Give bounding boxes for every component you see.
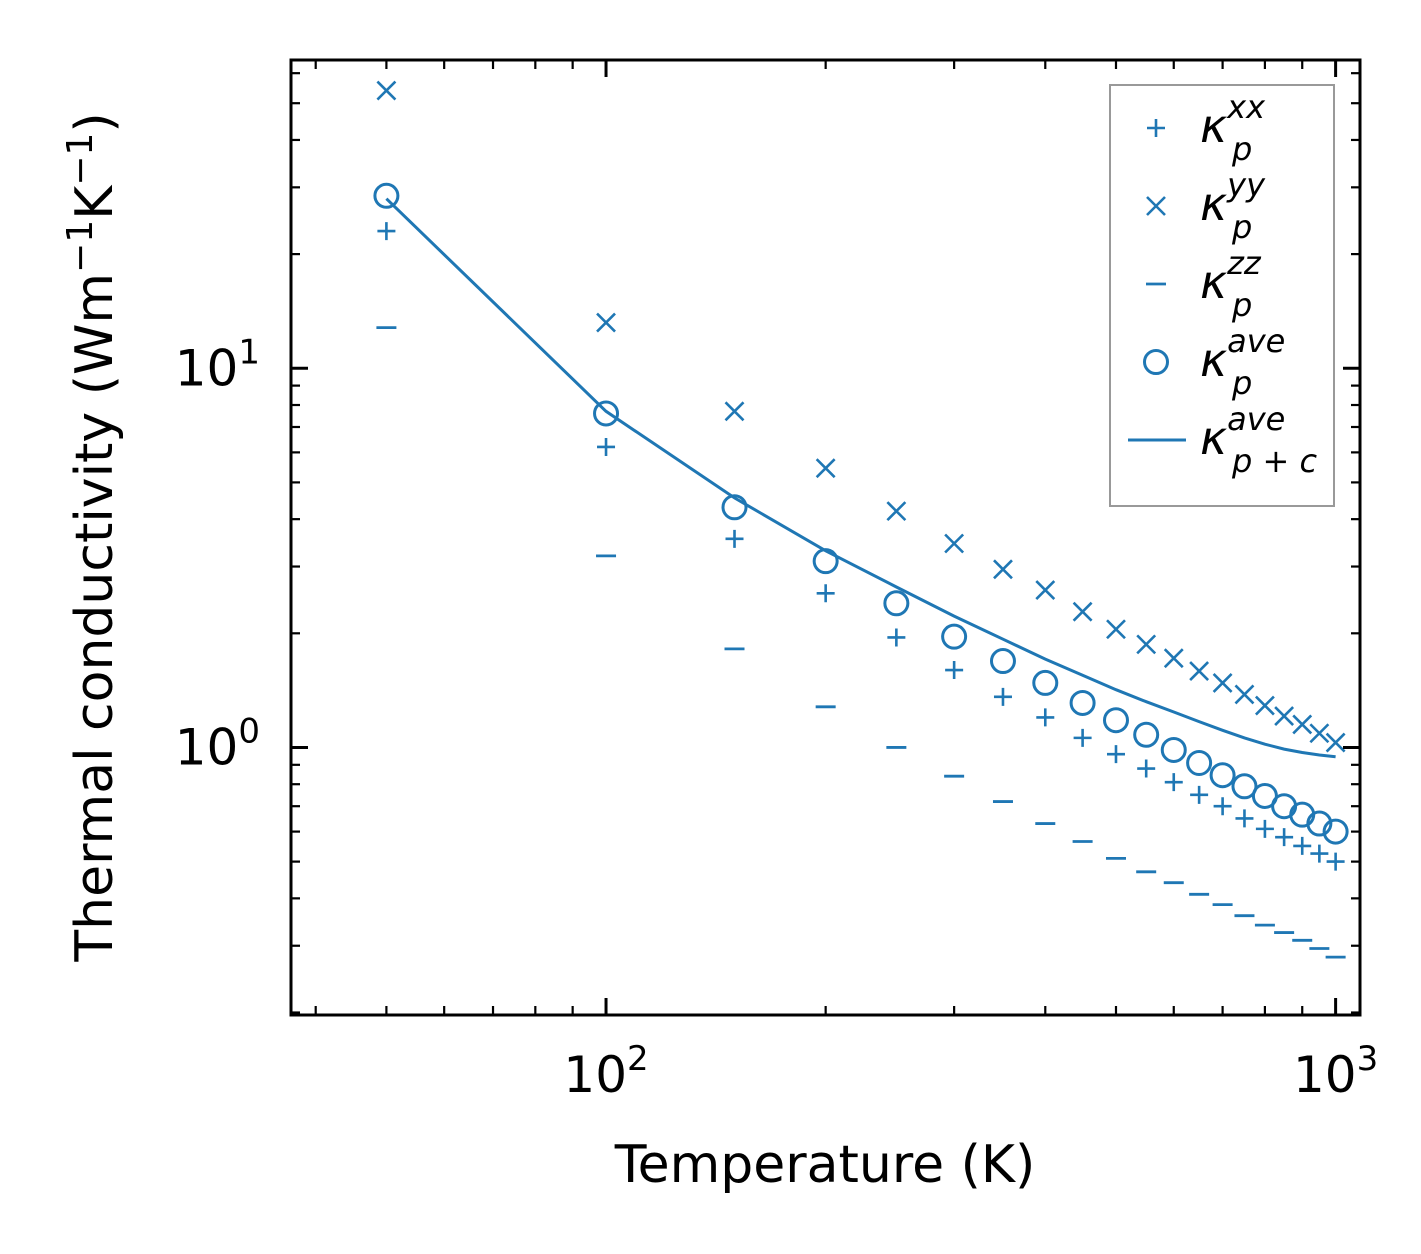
legend-label: κxx p — [1200, 88, 1266, 168]
data-point-plus — [1036, 708, 1055, 727]
y-tick-label: 100 — [175, 711, 260, 776]
data-point-circle — [721, 494, 748, 521]
y-axis-label-end: ) — [65, 112, 125, 132]
series-circle — [373, 182, 1349, 845]
data-point-plus — [1073, 728, 1092, 747]
data-point-x — [1163, 648, 1184, 669]
data-point-circle — [1306, 810, 1333, 837]
data-point-x — [944, 533, 965, 554]
data-point-circle — [989, 648, 1016, 675]
data-point-circle — [373, 182, 400, 209]
data-point-x — [596, 312, 616, 333]
data-point-plus — [1164, 773, 1183, 792]
series-plus — [377, 222, 1345, 871]
y-axis-label-main: Thermal conductivity (Wm — [65, 273, 125, 963]
data-point-x — [724, 401, 745, 422]
data-point-plus — [1293, 836, 1312, 855]
axis-ticks — [291, 60, 1360, 1015]
data-point-circle — [812, 548, 839, 575]
data-point-plus — [377, 222, 396, 241]
legend-swatch-x — [1146, 196, 1166, 216]
data-point-circle — [1069, 689, 1096, 716]
legend-entry: κxx p — [1147, 88, 1266, 168]
data-point-plus — [993, 687, 1012, 706]
data-point-plus — [1190, 785, 1209, 804]
x-tick-label: 103 — [1293, 1039, 1378, 1104]
legend-entry: κave p + c — [1128, 400, 1317, 480]
legend-entry: κzz p — [1146, 244, 1262, 324]
data-point-plus — [1213, 797, 1232, 816]
data-point-x — [1292, 714, 1313, 735]
data-point-x — [1189, 661, 1210, 682]
data-point-x — [1212, 672, 1233, 693]
x-tick-label: 102 — [563, 1039, 648, 1104]
data-point-plus — [1106, 745, 1125, 764]
data-point-x — [1035, 580, 1056, 601]
y-axis-label: Thermal conductivity (Wm−1K−1) — [60, 112, 125, 962]
data-point-x — [1072, 601, 1093, 622]
data-point-circle — [1160, 736, 1187, 763]
y-axis-label-sup1: −1 — [60, 220, 101, 273]
data-point-plus — [1255, 819, 1274, 838]
data-point-plus — [1326, 852, 1345, 871]
data-point-x — [1325, 732, 1346, 753]
data-point-circle — [1133, 721, 1160, 748]
legend-label: κave p + c — [1200, 400, 1317, 480]
data-point-x — [1254, 695, 1275, 716]
data-point-x — [1274, 706, 1295, 726]
data-point-x — [1136, 634, 1157, 655]
data-point-circle — [883, 590, 910, 617]
data-point-circle — [1186, 749, 1213, 776]
legend-label: κyy p — [1200, 166, 1266, 246]
data-point-circle — [1032, 669, 1059, 696]
data-point-x — [1234, 684, 1255, 705]
series-x — [376, 80, 1346, 753]
legend-frame — [1109, 84, 1335, 507]
legend-swatch-circle — [1143, 349, 1169, 375]
data-point-x — [1309, 723, 1330, 744]
data-point-x — [376, 80, 397, 101]
data-point-plus — [816, 584, 835, 603]
legend-entry: κave p — [1143, 322, 1285, 402]
series-hline — [376, 326, 1346, 959]
x-axis-label: Temperature (K) — [614, 1135, 1036, 1195]
data-point-circle — [593, 400, 620, 427]
data-point-plus — [1137, 759, 1156, 778]
legend-entry: κyy p — [1146, 166, 1266, 246]
data-point-plus — [597, 437, 616, 456]
legend-label: κave p — [1200, 322, 1285, 402]
data-point-plus — [1275, 828, 1294, 847]
data-point-plus — [1235, 809, 1254, 828]
data-point-x — [886, 501, 907, 522]
series-line — [385, 197, 1336, 759]
data-marks — [373, 80, 1349, 959]
data-point-plus — [725, 529, 744, 548]
data-point-circle — [941, 623, 968, 650]
data-point-x — [1106, 619, 1126, 640]
data-point-plus — [887, 628, 906, 647]
legend-swatch-plus — [1147, 119, 1165, 137]
y-axis-label-sup2: −1 — [60, 133, 101, 186]
y-axis-label-mid: K — [65, 184, 125, 220]
axis-tick-labels: 102 103 100 101 — [175, 332, 1379, 1104]
data-point-x — [993, 559, 1013, 580]
data-point-circle — [1231, 773, 1258, 800]
data-point-plus — [945, 661, 964, 680]
data-point-circle — [1209, 762, 1236, 789]
data-point-circle — [1102, 707, 1129, 734]
series-line-kappa-pc-ave — [385, 197, 1336, 759]
legend-label: κzz p — [1200, 244, 1262, 324]
data-point-plus — [1310, 844, 1329, 863]
y-tick-label: 101 — [175, 332, 260, 397]
data-point-circle — [1322, 818, 1349, 845]
data-point-x — [815, 458, 836, 479]
